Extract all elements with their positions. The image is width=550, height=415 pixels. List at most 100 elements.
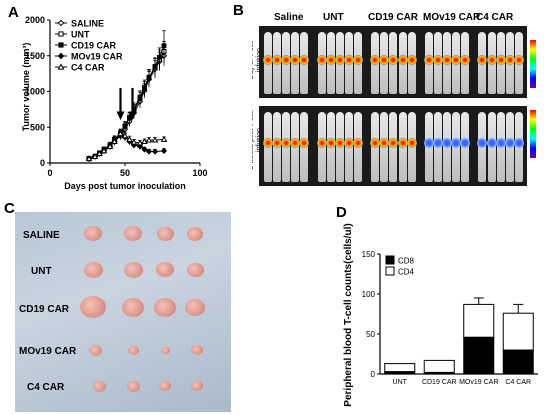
data-point [142, 86, 147, 92]
y-axis-label: Tumor volume (mm³) [21, 43, 31, 132]
tumor [92, 380, 106, 392]
signal-spot [477, 138, 488, 148]
x-tick-label: C4 CAR [505, 379, 531, 386]
signal-spot [353, 54, 364, 65]
signal-spot [343, 54, 354, 65]
y-tick-label: 1500 [25, 51, 45, 61]
data-point [157, 54, 162, 60]
y-tick-label: 100 [362, 290, 376, 299]
data-point [100, 147, 108, 154]
data-point [91, 153, 99, 159]
signal-spot [451, 138, 462, 148]
x-tick-label: CD19 CAR [422, 379, 457, 386]
signal-spot [432, 54, 443, 65]
signal-spot [272, 138, 283, 148]
data-point [96, 150, 103, 157]
signal-spot [486, 138, 497, 148]
signal-spot [299, 54, 310, 65]
y-tick-label: 50 [366, 330, 375, 339]
bar-segment [423, 359, 455, 373]
y-tick-label: 0 [371, 370, 376, 379]
bar-segment [502, 349, 534, 375]
tumor [127, 345, 139, 355]
arrow-head [116, 111, 125, 121]
imaging-row-3weeks [259, 106, 527, 186]
panel-letter-a: A [8, 4, 19, 21]
data-point [145, 148, 153, 155]
row-label: CD19 CAR [19, 304, 70, 315]
signal-spot [290, 54, 301, 65]
signal-spot [353, 138, 364, 148]
tumor [191, 381, 203, 392]
signal-spot [334, 138, 345, 148]
tumor [186, 262, 204, 277]
signal-spot [299, 138, 310, 148]
signal-spot [263, 138, 273, 148]
tumor [122, 298, 144, 317]
excised-tumors-photo: SALINE UNT CD19 CAR MOv19 CAR C4 CAR [15, 212, 231, 412]
tumor [159, 381, 171, 392]
x-tick-label: UNT [393, 379, 408, 386]
data-point [151, 148, 159, 155]
signal-spot [281, 54, 292, 65]
y-tick-label: 500 [30, 122, 45, 132]
legend-marker [57, 63, 65, 70]
plot-area [85, 30, 168, 162]
group-label: MOv19 CAR [423, 12, 481, 23]
signal-spot [432, 138, 443, 148]
data-point [136, 139, 144, 146]
tumor [187, 227, 203, 241]
panel-letter-c: C [4, 200, 15, 217]
tumor [83, 261, 103, 278]
signal-spot [406, 138, 417, 148]
imaging-row-day0 [259, 26, 527, 98]
tumor [88, 344, 102, 356]
arrow-head [128, 111, 137, 121]
signal-spot [495, 138, 506, 148]
data-point [160, 147, 168, 154]
legend-label: CD4 [398, 268, 415, 277]
signal-spot [388, 54, 399, 65]
bar-segment [502, 312, 534, 351]
signal-spot [495, 54, 506, 65]
signal-spot [513, 138, 524, 148]
signal-spot [316, 54, 327, 65]
y-axis-label: Peripheral blood T-cell counts(cells/ul) [343, 223, 354, 406]
signal-spot [272, 54, 283, 65]
data-point [117, 130, 124, 137]
panel-letter-b: B [233, 2, 244, 19]
tumor [185, 299, 205, 316]
data-point [111, 138, 118, 144]
bar-segment [463, 303, 495, 338]
tumor-volume-chart: Tumor volume (mm³) Days post tumor inocu… [21, 15, 208, 191]
signal-spot [460, 54, 471, 65]
signal-spot [316, 138, 327, 148]
data-point [152, 64, 158, 69]
signal-spot [325, 54, 336, 65]
signal-spot [263, 54, 273, 65]
data-point [126, 135, 133, 142]
signal-spot [325, 138, 336, 148]
tcell-count-chart: Peripheral blood T-cell counts(cells/ul)… [343, 223, 538, 407]
signal-spot [281, 138, 292, 148]
tumor [156, 226, 174, 241]
signal-spot [504, 54, 515, 65]
signal-spot [442, 138, 453, 148]
x-tick-label: 0 [47, 168, 52, 178]
data-point [121, 132, 129, 139]
x-tick-label: 50 [120, 168, 130, 178]
tumor [154, 298, 176, 317]
y-tick-label: 150 [362, 250, 376, 259]
signal-spot [477, 54, 488, 65]
legend-marker [58, 31, 64, 37]
legend-label: CD19 CAR [71, 41, 117, 51]
signal-spot [370, 138, 381, 148]
x-axis-label: Days post tumor inoculation [64, 181, 186, 191]
data-point [160, 135, 168, 142]
signal-spot [460, 138, 471, 148]
signal-spot [451, 54, 462, 65]
signal-spot [290, 138, 301, 148]
panel-letter-d: D [336, 204, 347, 221]
data-point [137, 96, 143, 102]
